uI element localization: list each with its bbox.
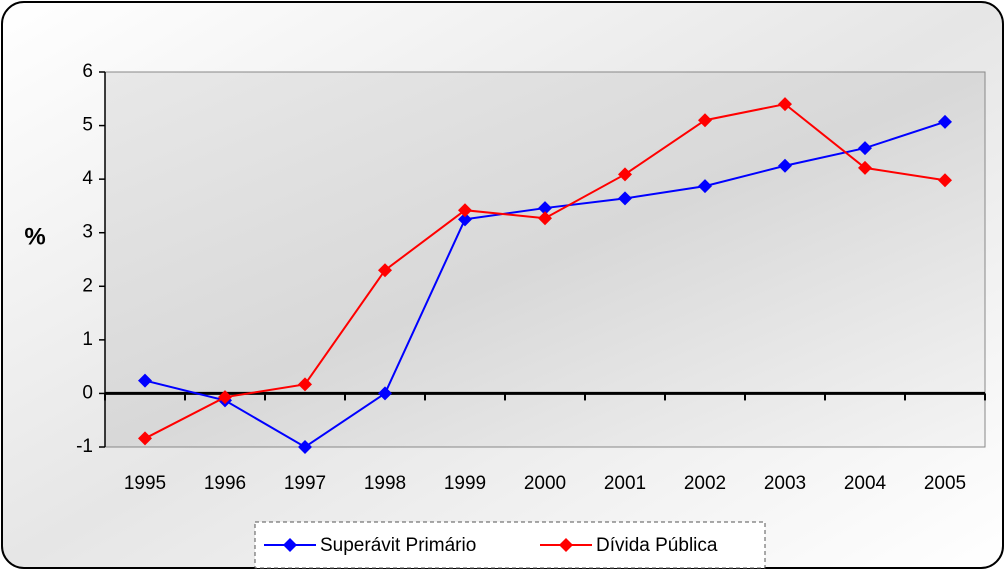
y-tick-label: 4 — [82, 168, 93, 189]
x-tick-label: 1999 — [444, 473, 486, 494]
y-tick-label: -1 — [76, 436, 93, 457]
legend — [254, 521, 766, 569]
x-tick-label: 2003 — [764, 473, 806, 494]
marker — [938, 114, 952, 129]
plot-area — [104, 71, 986, 448]
y-tick-label: 6 — [82, 61, 93, 82]
marker — [378, 386, 392, 401]
marker — [538, 201, 552, 216]
y-tick-label: 3 — [82, 222, 93, 243]
y-tick-label: 5 — [82, 115, 93, 136]
x-tick-label: 1998 — [364, 473, 406, 494]
marker — [218, 390, 232, 405]
legend-marker — [559, 538, 573, 552]
y-tick-label: 2 — [82, 275, 93, 296]
x-tick-label: 2001 — [604, 473, 646, 494]
x-tick-label: 2004 — [844, 473, 887, 494]
marker — [618, 167, 632, 182]
x-tick-label: 2002 — [684, 473, 726, 494]
x-tick-label: 1996 — [204, 473, 246, 494]
legend-marker — [283, 538, 297, 552]
marker — [298, 440, 312, 454]
x-tick-label: 1995 — [124, 473, 166, 494]
marker — [698, 113, 712, 128]
marker — [858, 141, 872, 156]
marker — [458, 212, 472, 227]
marker — [298, 377, 312, 392]
marker — [778, 97, 792, 112]
marker — [378, 263, 392, 278]
marker — [138, 373, 152, 388]
marker — [618, 191, 632, 206]
marker — [698, 179, 712, 194]
marker — [458, 203, 472, 218]
x-tick-label: 2000 — [524, 473, 566, 494]
legend-label: Superávit Primário — [320, 535, 476, 556]
marker — [938, 173, 952, 188]
x-tick-label: 2005 — [924, 473, 966, 494]
marker — [778, 158, 792, 173]
marker — [538, 211, 552, 226]
y-axis-label: % — [24, 223, 45, 250]
x-tick-label: 1997 — [284, 473, 326, 494]
y-tick-label: 1 — [82, 329, 93, 350]
legend-label: Dívida Pública — [596, 535, 718, 556]
marker — [138, 431, 152, 446]
y-tick-label: 0 — [82, 382, 93, 403]
marker — [858, 160, 872, 175]
